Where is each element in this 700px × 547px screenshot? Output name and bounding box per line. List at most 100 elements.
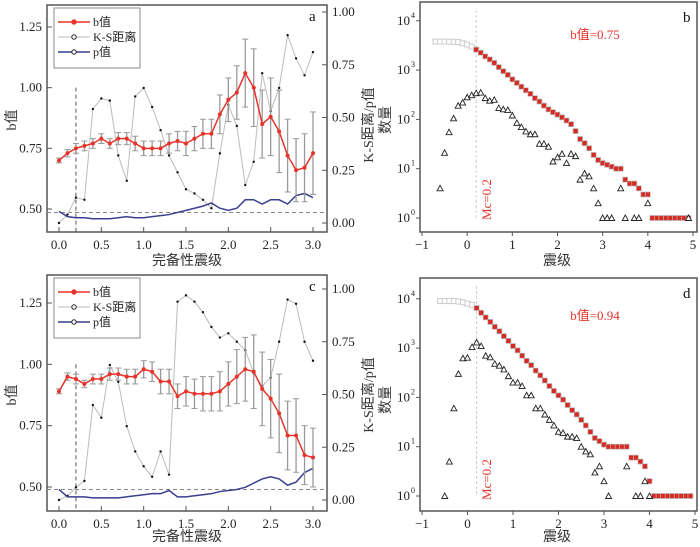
c-ks-point (303, 340, 306, 343)
a-b-point (133, 141, 138, 146)
c-ks-point (108, 363, 112, 367)
c-ks-point (125, 424, 128, 428)
d-xtick-label: 3 (601, 516, 608, 531)
a-ks-point (210, 207, 213, 210)
a-ks-point (311, 50, 315, 54)
c-b-point (82, 381, 87, 386)
d-cumulative-point (478, 309, 484, 316)
b-cumulative-point (581, 140, 588, 146)
d-cumulative-point (569, 407, 576, 414)
b-xtick-label: 2 (554, 237, 561, 252)
b-noncumulative-point (531, 130, 539, 138)
c-ytick-label: 0.75 (19, 418, 42, 433)
b-cumulative-point (622, 176, 629, 183)
c-panel-letter: c (309, 279, 316, 295)
b-cumulative-point (635, 185, 642, 192)
panel-c-xlabel: 完备性震级 (152, 528, 222, 545)
d-cumulative-point (564, 402, 571, 408)
c-xtick-label: 1.5 (178, 516, 194, 531)
a-b-point (150, 146, 155, 151)
c-ks-point (142, 465, 145, 468)
panel-c-ylabel: b值 (4, 385, 20, 406)
b-cumulative-point (545, 106, 552, 113)
a-b-point (90, 141, 95, 146)
c-ytick-label: 1.00 (19, 356, 42, 371)
a-ks-point (261, 71, 264, 75)
c-b-point (226, 381, 231, 386)
panel-b-ylabel: 数量 (378, 106, 394, 134)
d-noncumulative-point (481, 351, 490, 359)
c-frame (46, 274, 328, 512)
d-cumulative-point (514, 347, 521, 354)
b-ytick-label: 10 (397, 111, 410, 126)
c-b-point (107, 372, 112, 377)
d-noncumulative-point (550, 421, 558, 429)
c-b-point (99, 377, 104, 382)
b-cumulative-point (563, 117, 570, 124)
d-noncumulative-point (541, 410, 549, 418)
c-b-point (192, 391, 197, 396)
a-ks-point (252, 160, 255, 164)
d-noncumulative-point (554, 427, 563, 435)
d-cumulative-point (510, 343, 516, 349)
c-xtick-label: 2.0 (220, 516, 236, 531)
d-cumulative-point (482, 314, 489, 321)
a-legend-marker (71, 49, 77, 55)
d-cumulative-point (592, 435, 598, 441)
c-b-point (302, 453, 307, 458)
b-cumulative-point (523, 87, 529, 94)
a-b-point (107, 141, 112, 146)
d-noncumulative-point (518, 382, 526, 389)
panel-d-annotation: b值=0.94 (570, 308, 620, 323)
a-ks-point (142, 86, 145, 90)
c-ks-point (57, 498, 61, 502)
a-ks-point (176, 171, 179, 174)
c-b-point (277, 411, 282, 416)
c-b-point (158, 379, 163, 384)
d-noncumulative-point (527, 391, 535, 399)
c-b-point (175, 394, 180, 399)
b-cumulative-point (486, 56, 493, 63)
c-ks-point (286, 298, 289, 301)
d-xtick-label: −1 (415, 516, 429, 531)
a-legend-label: b值 (93, 14, 111, 29)
b-cumulative-point (500, 68, 507, 75)
b-cumulative-point (617, 165, 624, 172)
a-ks-point (100, 97, 103, 100)
c-ks-point (150, 475, 154, 478)
b-cumulative-point (541, 102, 547, 109)
c-xtick-label: 1.0 (136, 516, 152, 531)
d-xtick-label: 2 (555, 516, 562, 531)
c-ks-point (100, 416, 103, 419)
d-noncumulative-point (495, 361, 504, 369)
a-ks-point (66, 213, 69, 216)
a-ks-point (201, 198, 205, 201)
c-b-point (57, 389, 61, 394)
c-y2tick-label: 0.75 (332, 334, 355, 349)
a-ks-point (57, 221, 61, 225)
c-y2tick-label: 0.50 (332, 387, 355, 402)
panel-c-y2label: K-S距离/p值 (360, 357, 377, 432)
a-b-point (234, 90, 239, 95)
d-noncumulative-point (563, 432, 572, 440)
c-ks-point (176, 300, 179, 303)
a-ytick-label: 0.50 (19, 201, 42, 216)
b-cumulative-point (644, 191, 651, 198)
b-noncumulative-point (445, 128, 453, 136)
a-ks-point (193, 192, 196, 195)
b-noncumulative-point (558, 149, 566, 157)
c-legend-marker (71, 304, 77, 310)
d-cumulative-point (551, 388, 557, 394)
a-ks-point (294, 57, 298, 60)
d-noncumulative-point (604, 492, 613, 499)
a-ytick-label: 1.25 (19, 19, 42, 34)
d-noncumulative-point (477, 342, 485, 350)
d-noncumulative-point (504, 372, 513, 380)
d-noncumulative-point (632, 492, 640, 499)
c-b-point (200, 391, 205, 396)
d-cumulative-point (505, 338, 512, 344)
a-ks-point (150, 105, 154, 109)
b-cumulative-point (477, 49, 484, 56)
a-frame (46, 4, 328, 233)
a-ks-point (134, 95, 137, 98)
